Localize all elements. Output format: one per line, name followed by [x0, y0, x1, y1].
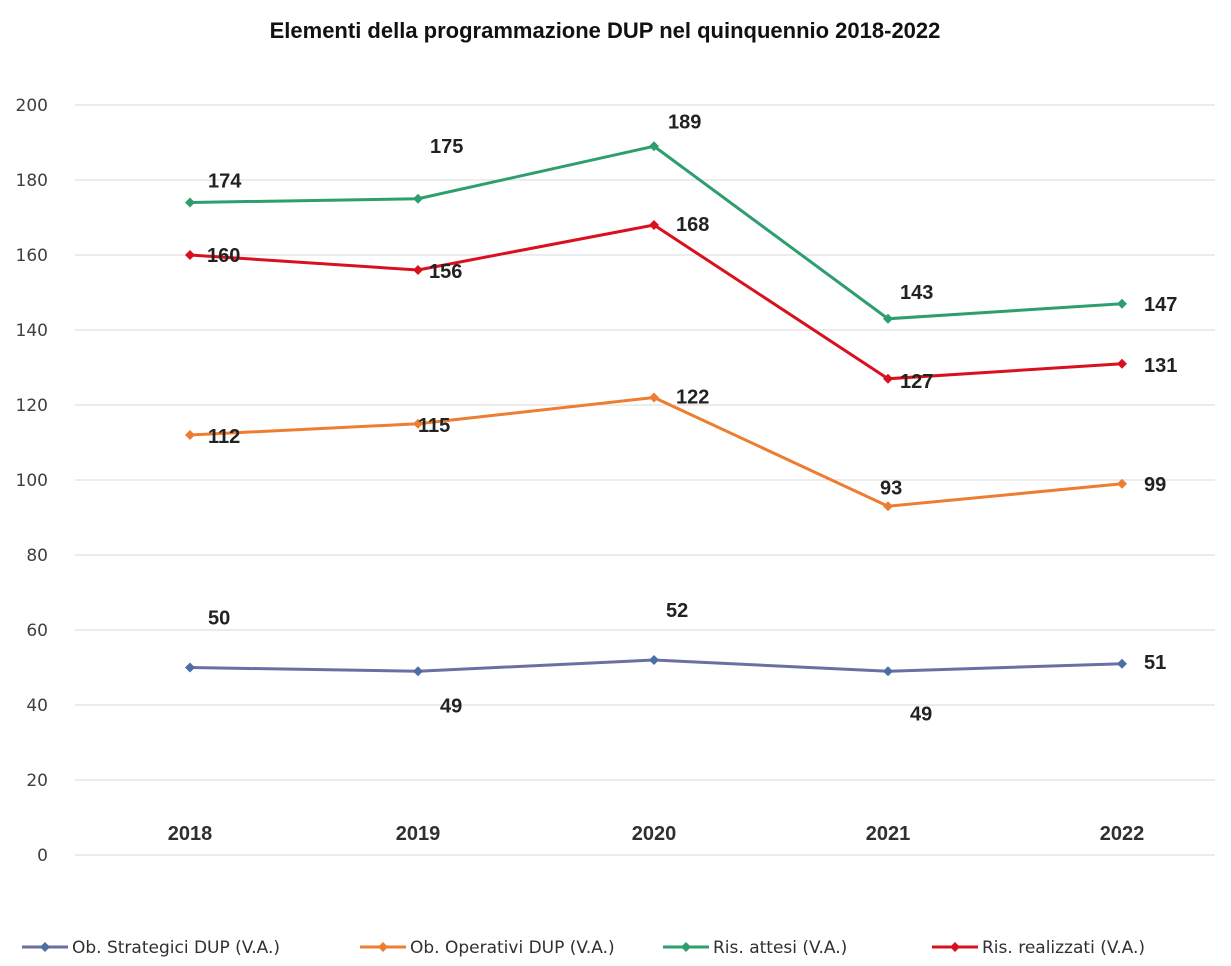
series-line-3 [188, 144, 1124, 321]
y-tick-label: 0 [37, 846, 48, 866]
x-tick-label: 2019 [396, 823, 441, 845]
data-point [413, 418, 423, 429]
data-label: 156 [429, 261, 462, 283]
legend-item-3: Ris. attesi (V.A.) [663, 938, 847, 958]
data-point [649, 655, 659, 665]
data-point [649, 141, 659, 152]
data-label: 168 [676, 214, 709, 236]
x-tick-label: 2022 [1100, 823, 1145, 845]
data-point [649, 220, 659, 230]
data-label: 112 [208, 426, 240, 448]
data-label: 51 [1144, 652, 1166, 674]
data-point [1117, 658, 1127, 669]
data-label: 175 [430, 136, 463, 158]
data-label: 93 [880, 477, 902, 499]
legend-marker [378, 942, 388, 952]
data-point [883, 501, 893, 512]
data-label: 49 [440, 695, 462, 717]
data-label: 160 [207, 245, 240, 267]
data-point [185, 430, 195, 440]
legend-label: Ob. Strategici DUP (V.A.) [72, 938, 280, 958]
x-tick-label: 2021 [866, 823, 911, 845]
data-point [883, 666, 893, 677]
x-tick-label: 2018 [168, 823, 213, 845]
legend-marker [950, 942, 960, 952]
data-point [413, 666, 423, 677]
data-point [185, 197, 195, 208]
chart-title: Elementi della programmazione DUP nel qu… [270, 18, 941, 43]
y-tick-label: 140 [16, 321, 48, 341]
legend-marker [40, 942, 50, 952]
data-point [1117, 298, 1127, 309]
legend-marker [681, 942, 691, 952]
series-line-2 [188, 396, 1124, 508]
data-label: 189 [668, 111, 701, 133]
legend-item-1: Ob. Strategici DUP (V.A.) [22, 938, 280, 958]
data-point [883, 313, 893, 324]
y-tick-label: 80 [26, 546, 48, 566]
data-point [649, 392, 659, 403]
data-label: 143 [900, 282, 933, 304]
data-point [185, 250, 195, 260]
data-point [185, 662, 195, 673]
legend: Ob. Strategici DUP (V.A.) Ob. Operativi D… [22, 938, 1145, 958]
y-tick-label: 60 [26, 621, 48, 641]
data-label: 49 [910, 703, 932, 725]
data-label: 174 [208, 171, 242, 193]
legend-label: Ris. attesi (V.A.) [713, 938, 847, 958]
y-tick-label: 20 [26, 771, 48, 791]
legend-item-2: Ob. Operativi DUP (V.A.) [360, 938, 615, 958]
data-point [413, 265, 423, 275]
data-label: 147 [1144, 294, 1177, 316]
legend-label: Ob. Operativi DUP (V.A.) [410, 938, 615, 958]
legend-item-4: Ris. realizzati (V.A.) [932, 938, 1145, 958]
data-label: 127 [900, 371, 933, 393]
data-point [1117, 478, 1127, 489]
data-labels: 50 49 52 49 51 112 115 122 93 99 174 175 189 143 147 16… [207, 111, 1177, 725]
y-axis: 0 20 40 60 80 100 120 140 160 180 200 [16, 96, 48, 866]
data-point [413, 193, 423, 204]
y-tick-label: 100 [16, 471, 48, 491]
x-axis: 2018 2019 2020 2021 2022 [168, 823, 1145, 845]
data-label: 99 [1144, 474, 1166, 496]
gridlines [75, 104, 1215, 856]
y-tick-label: 180 [16, 171, 48, 191]
legend-label: Ris. realizzati (V.A.) [982, 938, 1145, 958]
data-label: 52 [666, 600, 688, 622]
series-line-4 [188, 223, 1124, 381]
x-tick-label: 2020 [632, 823, 677, 845]
data-label: 50 [208, 608, 230, 630]
y-tick-label: 200 [16, 96, 48, 116]
y-tick-label: 40 [26, 696, 48, 716]
data-point [883, 373, 893, 384]
y-tick-label: 160 [16, 246, 48, 266]
data-point [1117, 358, 1127, 369]
y-tick-label: 120 [16, 396, 48, 416]
series-points [185, 141, 1127, 677]
data-label: 122 [676, 387, 709, 409]
data-label: 115 [418, 415, 450, 437]
data-label: 131 [1144, 355, 1177, 377]
